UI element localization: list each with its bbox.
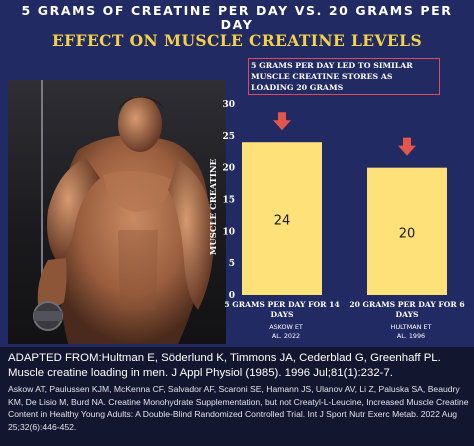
muscular-man-illustration (33, 80, 214, 344)
source-label: ASKOW ET AL. 2022 (269, 323, 303, 340)
infographic-subtitle: EFFECT ON MUSCLE CREATINE LEVELS (51, 31, 423, 50)
callout-note: 5 grams per day led to similar muscle cr… (248, 58, 440, 95)
bar-value-label: 24 (274, 214, 291, 229)
down-arrow-icon (273, 112, 291, 131)
y-tick-label: 0 (229, 291, 235, 301)
y-tick-label: 10 (222, 227, 235, 237)
bar (242, 142, 322, 295)
citation-panel (0, 347, 474, 446)
citation-secondary: Askow AT, Paulussen KJM, McKenna CF, Sal… (8, 384, 469, 432)
y-axis-label: MUSCLE CREATINE (209, 158, 219, 255)
y-tick-label: 30 (222, 100, 235, 110)
y-tick-label: 5 (229, 259, 235, 269)
source-label: HULTMAN ET AL. 1996 (391, 323, 432, 340)
bar (367, 167, 447, 295)
infographic-title: 5 GRAMS OF CREATINE PER DAY VS. 20 GRAMS… (21, 3, 453, 32)
bar-chart: MUSCLE CREATINE 0 5 10 15 20 25 30 24 20 5 GRAM… (209, 100, 465, 340)
x-category-label: 20 GRAMS PER DAY FOR 6 DAYS (349, 300, 464, 319)
y-tick-label: 15 (222, 196, 235, 206)
citation-primary: ADAPTED FROM:Hultman E, Söderlund K, Tim… (8, 352, 441, 379)
down-arrow-icon (398, 137, 416, 156)
y-tick-label: 20 (222, 164, 235, 174)
bar-value-label: 20 (399, 226, 416, 241)
x-category-label: 5 GRAMS PER DAY FOR 14 DAYS (224, 300, 339, 319)
athlete-photo (8, 80, 226, 344)
y-tick-label: 25 (222, 132, 235, 142)
